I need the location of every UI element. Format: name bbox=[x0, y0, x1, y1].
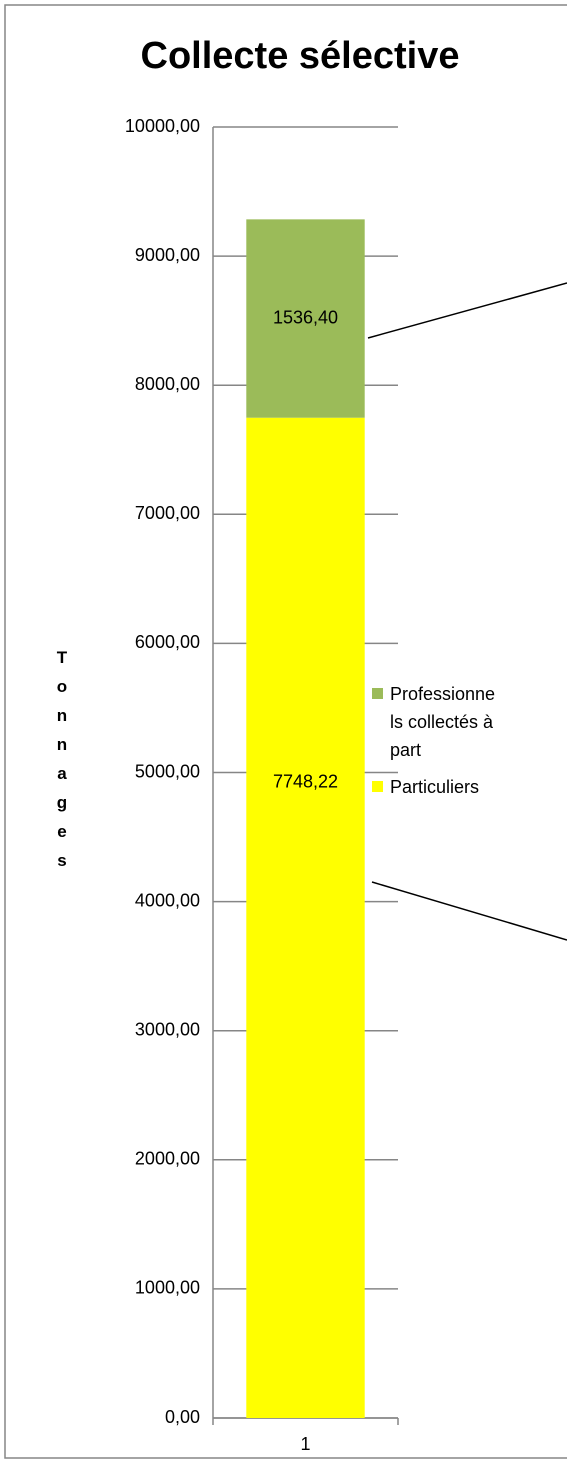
legend-entry: Particuliers bbox=[390, 777, 480, 797]
y-tick-label: 7000,00 bbox=[135, 503, 200, 523]
legend-entry: Professionnels collectés à part bbox=[390, 684, 496, 760]
y-tick-label: 3000,00 bbox=[135, 1019, 200, 1039]
y-axis-title: Tonnages bbox=[53, 648, 72, 880]
y-tick-label: 6000,00 bbox=[135, 632, 200, 652]
leader-line bbox=[367, 282, 567, 339]
legend-swatch bbox=[372, 781, 383, 792]
y-tick-label: 10000,00 bbox=[125, 116, 200, 136]
y-tick-label: 5000,00 bbox=[135, 761, 200, 781]
x-tick-label: 1 bbox=[300, 1434, 310, 1454]
data-label: 1536,40 bbox=[273, 307, 338, 327]
leader-line bbox=[371, 881, 567, 941]
y-tick-label: 2000,00 bbox=[135, 1149, 200, 1169]
legend-label: Particuliers bbox=[390, 777, 480, 797]
legend-swatch bbox=[372, 688, 383, 699]
y-tick-label: 0,00 bbox=[165, 1407, 200, 1427]
legend-label: Professionnels collectés à part bbox=[390, 684, 496, 760]
y-tick-label: 1000,00 bbox=[135, 1278, 200, 1298]
chart-title: Collecte sélective bbox=[141, 35, 460, 77]
data-label: 7748,22 bbox=[273, 772, 338, 792]
bar-segment bbox=[246, 417, 365, 1418]
bar-segment bbox=[246, 219, 365, 418]
y-tick-label: 9000,00 bbox=[135, 245, 200, 265]
y-tick-label: 4000,00 bbox=[135, 890, 200, 910]
y-tick-label: 8000,00 bbox=[135, 374, 200, 394]
